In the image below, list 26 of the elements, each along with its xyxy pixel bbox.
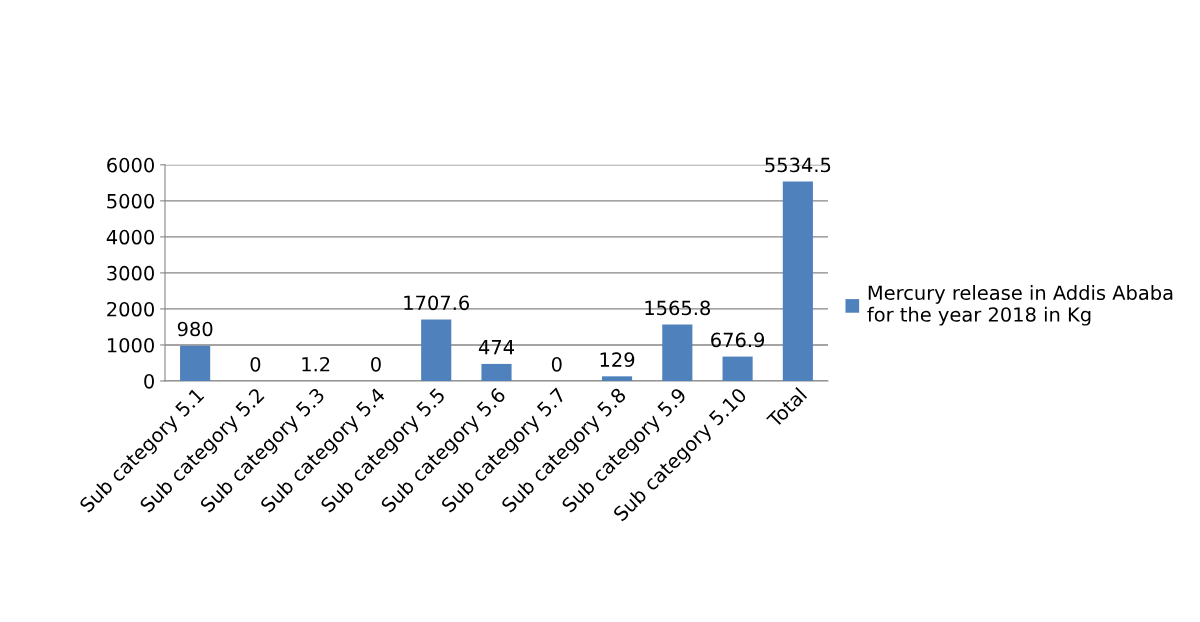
- y-tick-label: 0: [144, 373, 154, 389]
- bar: [722, 356, 753, 381]
- y-tick-label: 1000: [107, 337, 154, 353]
- bar: [662, 324, 693, 381]
- y-tick-label: 5000: [107, 193, 154, 209]
- data-label: 676.9: [711, 332, 765, 348]
- bar: [421, 319, 452, 381]
- data-label: 474: [478, 340, 514, 355]
- bar: [481, 363, 512, 381]
- bar: [782, 181, 813, 381]
- legend-label: Mercury release in Addis Ababa for the year 2018 in Kg: [867, 285, 1173, 326]
- data-label: 1.2: [302, 356, 330, 372]
- y-tick-label: 2000: [107, 301, 154, 317]
- data-label: 129: [600, 352, 635, 368]
- data-label: 5534.5: [765, 157, 831, 173]
- data-label: 980: [177, 321, 213, 337]
- data-label: 1565.8: [645, 300, 711, 316]
- y-tick-label: 3000: [107, 265, 154, 281]
- data-label: 0: [250, 356, 261, 372]
- data-label: 0: [551, 356, 562, 372]
- bar: [180, 345, 211, 381]
- y-tick-label: 6000: [107, 157, 154, 173]
- data-label: 1707.6: [404, 295, 470, 311]
- bar: [601, 376, 633, 381]
- data-label: 0: [371, 356, 381, 372]
- y-tick-label: 4000: [106, 229, 154, 245]
